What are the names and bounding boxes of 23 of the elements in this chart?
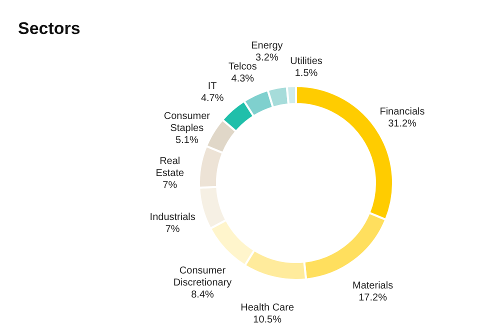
data-label: 17.2% [358,292,388,304]
data-label: 4.7% [200,93,224,104]
slice-label: Industrials [150,212,196,223]
slice-label: Utilities [290,56,322,68]
slice-label: Health Care [240,302,294,314]
data-label: 8.4% [191,289,214,300]
slice-label: Financials [380,106,425,118]
data-label: 31.2% [388,118,417,130]
data-label: 4.3% [231,74,254,85]
slice-label: Telcos [228,62,257,73]
chart-title: Sectors [18,19,80,38]
data-label: 10.5% [253,314,282,326]
slice-label: Energy [251,40,283,52]
data-label: 5.1% [176,135,198,146]
slice-label: Consumer Staples [164,111,211,134]
data-label: 3.2% [256,52,278,64]
slice-label: IT [208,81,217,92]
data-label: 7% [165,224,180,235]
slice-label: Consumer Discretionary [173,265,232,288]
data-label: 1.5% [294,68,318,80]
data-label: 7% [162,180,178,192]
slice-label: Materials [352,280,394,292]
slice-label: Real Estate [156,156,184,180]
